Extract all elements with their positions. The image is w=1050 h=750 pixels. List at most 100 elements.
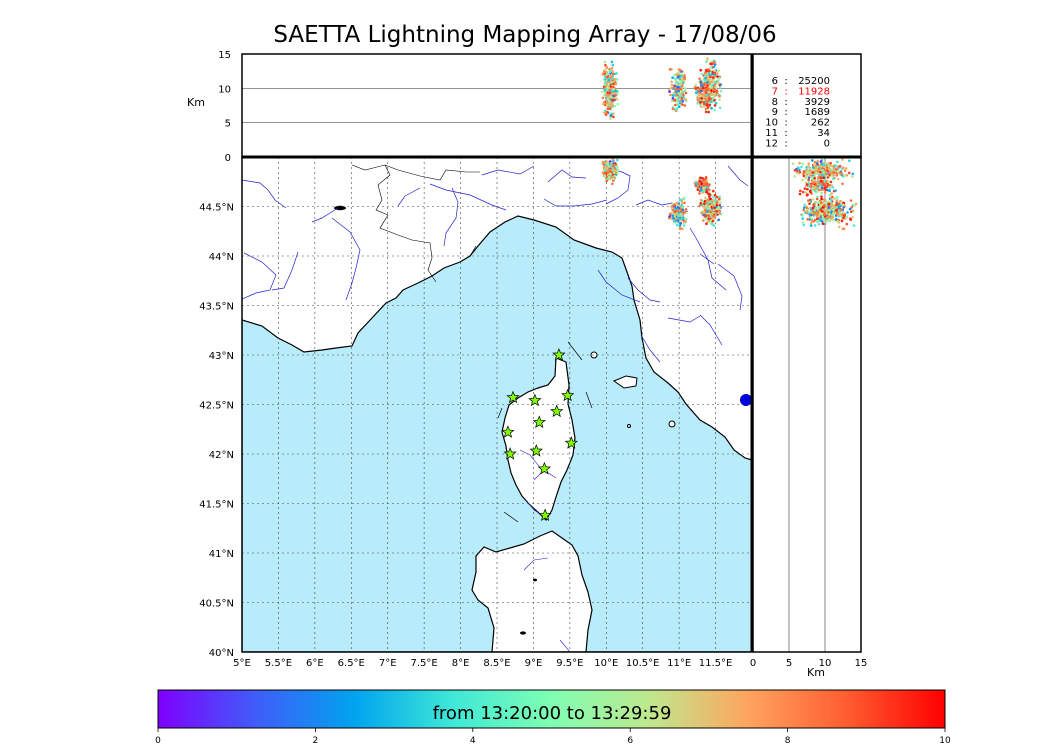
lat-tick-label: 41.5°N [199,500,234,511]
lat-tick-label: 42°N [209,450,234,461]
lightning-source-side [817,206,821,210]
lightning-source-altitude [604,67,608,70]
lightning-source-altitude [616,78,619,81]
lightning-source-side [806,193,809,196]
lightning-source-altitude [708,96,711,99]
lightning-source-altitude [673,73,676,77]
lightning-source-side [842,175,845,178]
lightning-source [705,217,708,220]
lightning-source-altitude [696,102,699,105]
lightning-source [708,204,711,208]
station-star [529,444,543,457]
lightning-source-side [828,187,832,190]
coast-lines [497,341,593,523]
lightning-source-altitude [695,91,698,95]
lightning-source-altitude [704,91,708,94]
lightning-source-side [802,174,806,178]
lightning-source [716,201,719,205]
lightning-source-altitude [611,70,615,74]
lightning-source-altitude [613,104,616,108]
lightning-source-side [816,177,820,181]
lightning-source [697,182,701,185]
lightning-source [718,204,721,207]
lightning-source-altitude [671,97,675,100]
lightning-source [616,158,619,162]
lightning-source-side [805,174,808,178]
lightning-source-side [811,171,815,174]
lightning-source [612,171,616,174]
lightning-source-altitude [717,81,720,84]
lon-tick-label: 5.5°E [265,658,292,669]
lightning-source-side [814,206,818,210]
lightning-source-altitude [712,61,716,64]
lightning-source [712,198,715,202]
lightning-source-side [809,184,813,187]
lightning-source-side [821,210,824,213]
lightning-source-altitude [616,98,619,101]
flash-count: 3929 [805,97,830,108]
lightning-source-side [824,188,827,191]
lightning-source-altitude [707,68,710,71]
lightning-source-altitude [612,115,615,119]
lightning-source-side [806,187,809,191]
lightning-source [718,197,721,201]
flash-count: 262 [811,118,830,129]
lon-tick-label: 8°E [452,658,470,669]
lightning-source [709,210,713,214]
lightning-source-side [820,191,823,195]
lightning-source [602,172,606,176]
lightning-source-altitude [705,103,709,107]
sardinia [471,530,593,652]
lightning-source-side [823,204,826,207]
lightning-source-altitude [684,91,688,95]
lightning-source [707,217,710,220]
lightning-source-side [805,168,809,172]
lightning-source-side [844,167,848,170]
station-star [550,404,564,418]
lightning-source [680,203,683,207]
lon-tick-label: 8.5°E [483,658,510,669]
lightning-source-altitude [706,106,710,109]
lightning-source [702,213,706,217]
lightning-source [713,206,716,210]
lightning-source-side [828,184,831,187]
lightning-source-altitude [604,88,607,91]
count-separator: : [784,97,787,108]
lightning-source [710,222,714,226]
lightning-source [681,227,684,231]
map-lightning-sources [601,158,723,231]
lightning-source-altitude [702,98,705,102]
lightning-source-altitude [610,66,614,70]
lightning-source [603,175,607,178]
station-markers [501,348,578,521]
map-panel: 5°E 5.5°E 6°E 6.5°E 7°E 7.5°E 8°E 8.5°E 9°E 9.5°E… [199,156,753,669]
lightning-source-altitude [712,90,716,93]
lightning-source-side [848,159,851,163]
lightning-source-side [821,174,824,177]
lightning-source-side [823,179,827,182]
lightning-source-side [819,170,822,174]
lightning-source-side [815,172,818,175]
lightning-source [703,205,706,209]
lightning-source-altitude [606,110,609,114]
lightning-source [605,167,609,171]
lightning-source-side [842,216,845,220]
lightning-source-side [809,224,813,227]
lightning-source-side [811,159,814,162]
lightning-source-altitude [697,91,701,94]
lightning-source-altitude [614,82,618,86]
altitude-longitude-panel: 15 10 5 0 Km [187,50,753,164]
lightning-source-side [849,199,853,202]
lightning-source-altitude [610,93,613,96]
lightning-source-side [827,200,830,204]
lightning-source [603,166,606,169]
lightning-source-altitude [608,67,611,71]
lightning-source-side [807,165,811,168]
lightning-source-side [828,189,831,192]
lightning-source [675,223,679,227]
lightning-source [715,195,719,199]
flash-count: 25200 [798,76,830,87]
counts-panel-frame [752,53,862,158]
lightning-source-side [806,218,809,221]
lightning-source [704,214,708,218]
